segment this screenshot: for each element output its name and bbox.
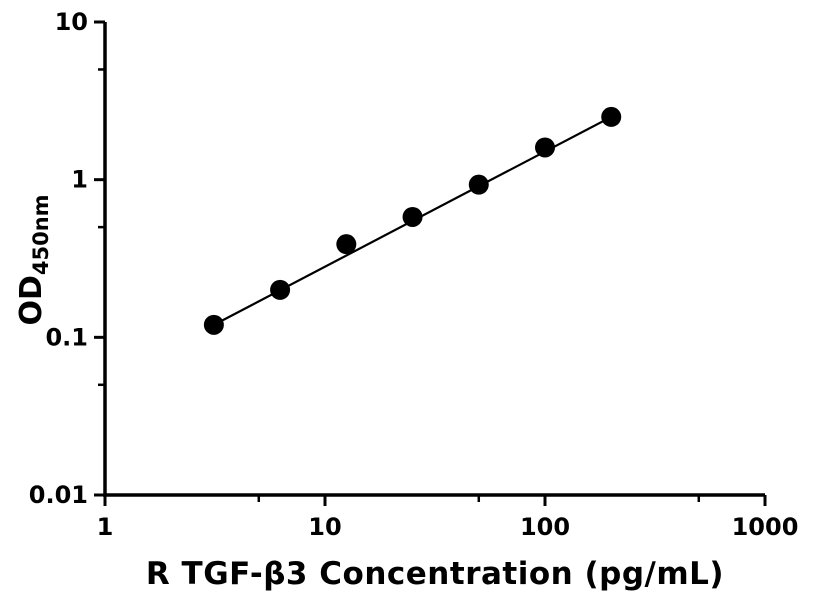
y-tick-label: 0.01 bbox=[29, 481, 88, 509]
y-tick-label: 0.1 bbox=[45, 323, 88, 351]
data-point bbox=[270, 279, 291, 300]
x-axis-label: R TGF-β3 Concentration (pg/mL) bbox=[145, 556, 725, 592]
x-tick-label: 100 bbox=[520, 513, 570, 541]
y-axis-label: OD450nm bbox=[14, 160, 54, 360]
data-point bbox=[402, 206, 423, 227]
y-tick-label: 1 bbox=[71, 166, 88, 194]
data-point bbox=[203, 314, 224, 335]
data-point bbox=[468, 174, 489, 195]
y-axis-label-subscript: 450nm bbox=[29, 194, 53, 276]
y-axis-label-main: OD bbox=[14, 275, 49, 326]
x-tick-label: 1000 bbox=[732, 513, 799, 541]
y-tick-label: 10 bbox=[55, 8, 88, 36]
x-tick-label: 10 bbox=[308, 513, 341, 541]
x-tick-label: 1 bbox=[97, 513, 114, 541]
data-point bbox=[601, 106, 622, 127]
data-point bbox=[336, 234, 357, 255]
data-point bbox=[535, 137, 555, 158]
